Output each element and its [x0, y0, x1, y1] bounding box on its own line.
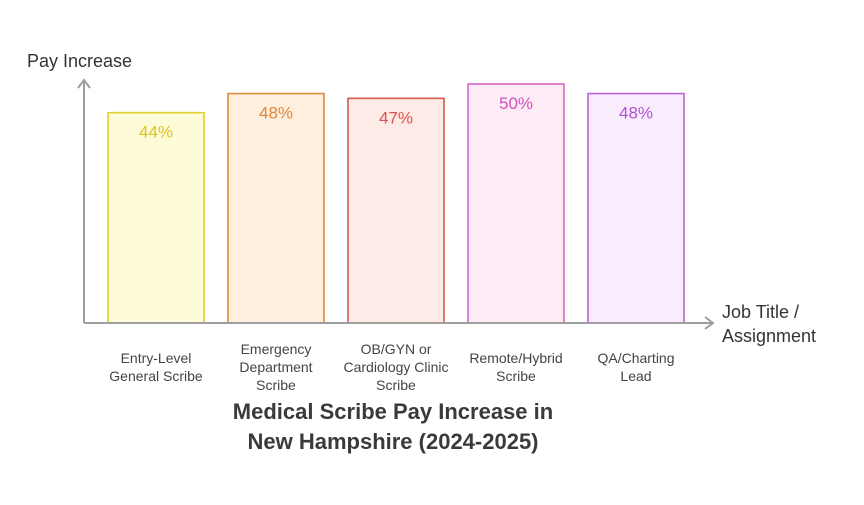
- value-label-3: 47%: [379, 108, 413, 127]
- x-axis-arrow-icon: [704, 316, 715, 330]
- category-label-5: QA/Charting Lead: [597, 350, 674, 384]
- y-axis-arrow-icon: [77, 78, 91, 89]
- axes-group: [77, 78, 715, 330]
- category-label-3: OB/GYN or Cardiology Clinic Scribe: [343, 341, 448, 393]
- category-labels: Entry-Level General Scribe Emergency Depart…: [109, 341, 674, 393]
- category-label-1: Entry-Level General Scribe: [109, 350, 203, 384]
- category-label-2: Emergency Department Scribe: [239, 341, 312, 393]
- value-label-5: 48%: [619, 104, 653, 123]
- x-axis-title: Job Title / Assignment: [722, 302, 816, 346]
- bar-5: [587, 92, 685, 324]
- bar-2: [227, 92, 325, 324]
- y-axis-title: Pay Increase: [27, 51, 132, 71]
- chart-title: Medical Scribe Pay Increase in New Hampsh…: [233, 399, 553, 454]
- value-label-1: 44%: [139, 123, 173, 142]
- bars-group: 44% 48% 47% 50% 48%: [107, 83, 685, 324]
- value-label-4: 50%: [499, 94, 533, 113]
- bar-1: [107, 111, 205, 324]
- value-label-2: 48%: [259, 104, 293, 123]
- bar-4: [467, 83, 565, 324]
- bar-3: [347, 97, 445, 324]
- category-label-4: Remote/Hybrid Scribe: [469, 350, 562, 384]
